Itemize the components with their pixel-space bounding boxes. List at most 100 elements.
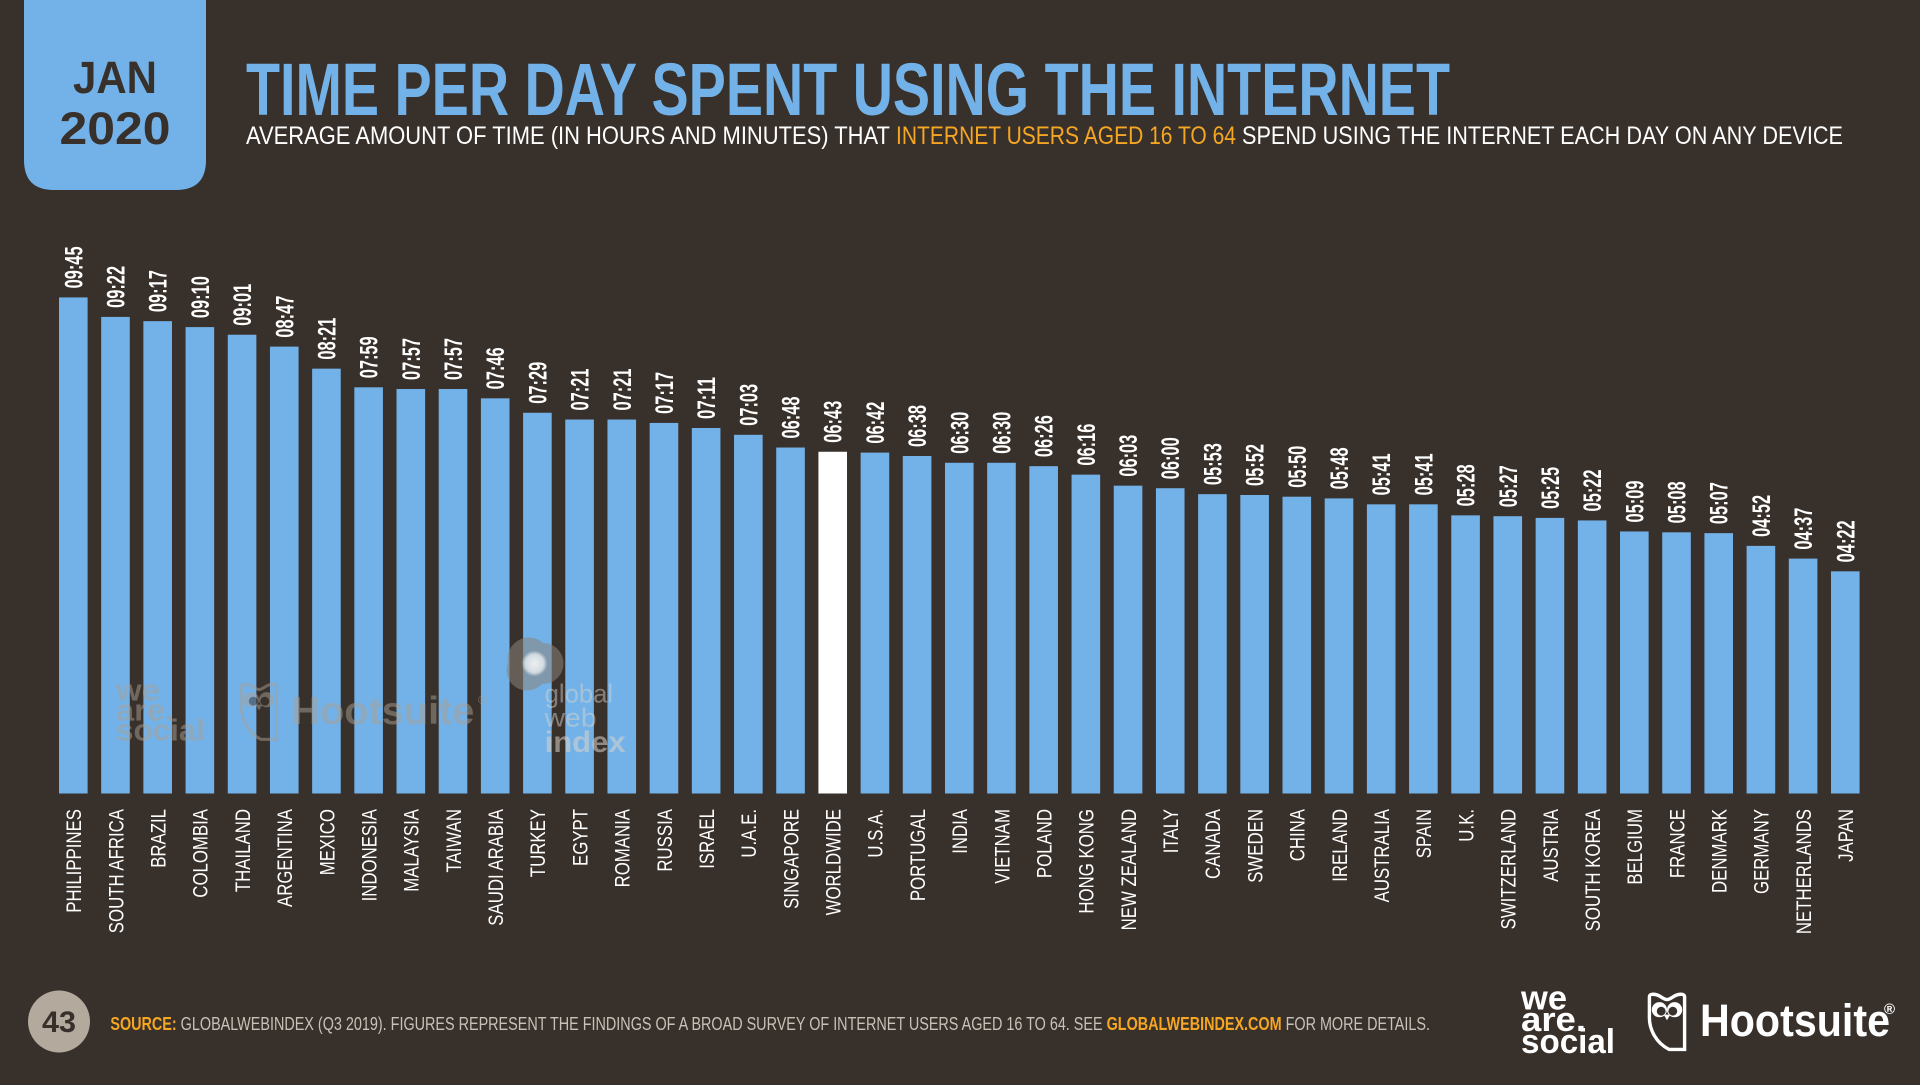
svg-text:ROMANIA: ROMANIA bbox=[611, 808, 635, 887]
svg-text:NEW ZEALAND: NEW ZEALAND bbox=[1117, 809, 1141, 930]
svg-text:06:38: 06:38 bbox=[904, 405, 932, 447]
svg-text:07:21: 07:21 bbox=[609, 368, 637, 410]
svg-text:05:48: 05:48 bbox=[1326, 447, 1354, 489]
svg-text:ARGENTINA: ARGENTINA bbox=[273, 808, 297, 907]
svg-text:we: we bbox=[115, 673, 160, 708]
svg-text:INDONESIA: INDONESIA bbox=[357, 808, 381, 901]
svg-text:05:08: 05:08 bbox=[1664, 481, 1692, 523]
svg-text:HONG KONG: HONG KONG bbox=[1075, 809, 1099, 914]
svg-text:06:43: 06:43 bbox=[820, 401, 848, 443]
svg-text:05:53: 05:53 bbox=[1199, 443, 1227, 485]
svg-text:Hootsuite: Hootsuite bbox=[1700, 995, 1890, 1046]
svg-text:SOURCE:: SOURCE: bbox=[110, 1014, 176, 1034]
svg-text:social: social bbox=[116, 713, 205, 748]
svg-text:TURKEY: TURKEY bbox=[526, 809, 550, 877]
svg-text:WORLDWIDE: WORLDWIDE bbox=[822, 809, 846, 915]
svg-text:SAUDI ARABIA: SAUDI ARABIA bbox=[484, 808, 508, 925]
svg-text:07:03: 07:03 bbox=[735, 384, 763, 426]
svg-text:®: ® bbox=[478, 693, 487, 707]
svg-text:U.K.: U.K. bbox=[1454, 809, 1478, 842]
svg-text:POLAND: POLAND bbox=[1032, 809, 1056, 878]
svg-text:JAPAN: JAPAN bbox=[1834, 809, 1858, 862]
svg-text:DENMARK: DENMARK bbox=[1708, 808, 1732, 893]
svg-text:are.: are. bbox=[1521, 1001, 1586, 1039]
svg-text:SINGAPORE: SINGAPORE bbox=[779, 809, 803, 909]
svg-text:04:22: 04:22 bbox=[1832, 520, 1860, 562]
svg-text:09:10: 09:10 bbox=[187, 276, 215, 318]
svg-text:09:17: 09:17 bbox=[145, 270, 173, 312]
svg-text:INDIA: INDIA bbox=[948, 808, 972, 853]
svg-text:07:29: 07:29 bbox=[524, 362, 552, 404]
svg-text:MEXICO: MEXICO bbox=[315, 809, 339, 875]
svg-text:2020: 2020 bbox=[60, 103, 171, 154]
svg-text:IRELAND: IRELAND bbox=[1328, 809, 1352, 882]
svg-text:GLOBALWEBINDEX (Q3 2019). FIGU: GLOBALWEBINDEX (Q3 2019). FIGURES REPRES… bbox=[177, 1014, 1107, 1034]
svg-text:09:45: 09:45 bbox=[60, 246, 88, 288]
svg-text:RUSSIA: RUSSIA bbox=[653, 808, 677, 871]
svg-text:06:42: 06:42 bbox=[862, 402, 890, 444]
svg-text:COLOMBIA: COLOMBIA bbox=[189, 808, 213, 897]
svg-text:07:17: 07:17 bbox=[651, 372, 679, 414]
svg-text:04:52: 04:52 bbox=[1748, 495, 1776, 537]
svg-text:FRANCE: FRANCE bbox=[1665, 809, 1689, 878]
svg-text:SOUTH KOREA: SOUTH KOREA bbox=[1581, 808, 1605, 931]
svg-text:SPAIN: SPAIN bbox=[1412, 809, 1436, 858]
svg-text:08:47: 08:47 bbox=[271, 296, 299, 338]
svg-text:NETHERLANDS: NETHERLANDS bbox=[1792, 809, 1816, 934]
svg-text:SOUTH AFRICA: SOUTH AFRICA bbox=[104, 808, 128, 933]
svg-text:PORTUGAL: PORTUGAL bbox=[906, 809, 930, 901]
svg-text:05:25: 05:25 bbox=[1537, 467, 1565, 509]
svg-text:ITALY: ITALY bbox=[1159, 809, 1183, 853]
svg-text:07:57: 07:57 bbox=[398, 338, 426, 380]
svg-text:05:41: 05:41 bbox=[1410, 453, 1438, 495]
svg-text:06:03: 06:03 bbox=[1115, 435, 1143, 477]
svg-text:06:30: 06:30 bbox=[988, 412, 1016, 454]
svg-text:07:59: 07:59 bbox=[356, 336, 384, 378]
svg-text:BRAZIL: BRAZIL bbox=[146, 809, 170, 868]
svg-text:AUSTRALIA: AUSTRALIA bbox=[1370, 808, 1394, 902]
svg-text:VIETNAM: VIETNAM bbox=[990, 809, 1014, 884]
svg-text:FOR MORE DETAILS.: FOR MORE DETAILS. bbox=[1282, 1014, 1430, 1034]
svg-text:global: global bbox=[545, 679, 614, 709]
svg-text:05:27: 05:27 bbox=[1495, 465, 1523, 507]
svg-text:MALAYSIA: MALAYSIA bbox=[400, 808, 424, 891]
svg-text:are.: are. bbox=[116, 693, 174, 728]
svg-text:04:37: 04:37 bbox=[1790, 508, 1818, 550]
svg-text:PHILIPPINES: PHILIPPINES bbox=[62, 809, 86, 913]
svg-text:07:21: 07:21 bbox=[567, 368, 595, 410]
svg-text:05:52: 05:52 bbox=[1242, 444, 1270, 486]
svg-text:05:09: 05:09 bbox=[1621, 480, 1649, 522]
svg-text:06:48: 06:48 bbox=[778, 396, 806, 438]
svg-text:05:50: 05:50 bbox=[1284, 446, 1312, 488]
svg-text:index: index bbox=[545, 726, 626, 759]
svg-text:social: social bbox=[1521, 1023, 1615, 1061]
svg-text:INTERNET USERS AGED 16 TO 64: INTERNET USERS AGED 16 TO 64 bbox=[896, 122, 1236, 150]
svg-text:SPEND USING THE INTERNET EACH: SPEND USING THE INTERNET EACH DAY ON ANY… bbox=[1236, 122, 1843, 150]
svg-text:05:41: 05:41 bbox=[1368, 453, 1396, 495]
svg-text:GERMANY: GERMANY bbox=[1750, 809, 1774, 894]
svg-text:®: ® bbox=[1884, 1001, 1895, 1018]
svg-text:CHINA: CHINA bbox=[1286, 808, 1310, 861]
svg-text:SWITZERLAND: SWITZERLAND bbox=[1497, 809, 1521, 929]
svg-text:web: web bbox=[544, 702, 597, 732]
svg-text:08:21: 08:21 bbox=[313, 318, 341, 360]
svg-text:05:07: 05:07 bbox=[1706, 482, 1734, 524]
svg-text:09:01: 09:01 bbox=[229, 284, 257, 326]
svg-text:JAN: JAN bbox=[73, 52, 157, 103]
svg-text:07:46: 07:46 bbox=[482, 347, 510, 389]
svg-text:05:22: 05:22 bbox=[1579, 469, 1607, 511]
svg-text:BELGIUM: BELGIUM bbox=[1623, 809, 1647, 885]
svg-text:THAILAND: THAILAND bbox=[231, 809, 255, 892]
svg-text:SWEDEN: SWEDEN bbox=[1243, 809, 1267, 883]
svg-text:06:00: 06:00 bbox=[1157, 437, 1185, 479]
svg-text:U.A.E.: U.A.E. bbox=[737, 809, 761, 858]
svg-text:TAIWAN: TAIWAN bbox=[442, 809, 466, 873]
svg-text:09:22: 09:22 bbox=[102, 266, 130, 308]
svg-text:06:26: 06:26 bbox=[1031, 415, 1059, 457]
svg-text:CANADA: CANADA bbox=[1201, 808, 1225, 879]
svg-text:43: 43 bbox=[42, 1006, 76, 1039]
svg-text:05:28: 05:28 bbox=[1453, 464, 1481, 506]
svg-text:ISRAEL: ISRAEL bbox=[695, 809, 719, 869]
svg-text:07:57: 07:57 bbox=[440, 338, 468, 380]
svg-text:U.S.A.: U.S.A. bbox=[864, 809, 888, 858]
